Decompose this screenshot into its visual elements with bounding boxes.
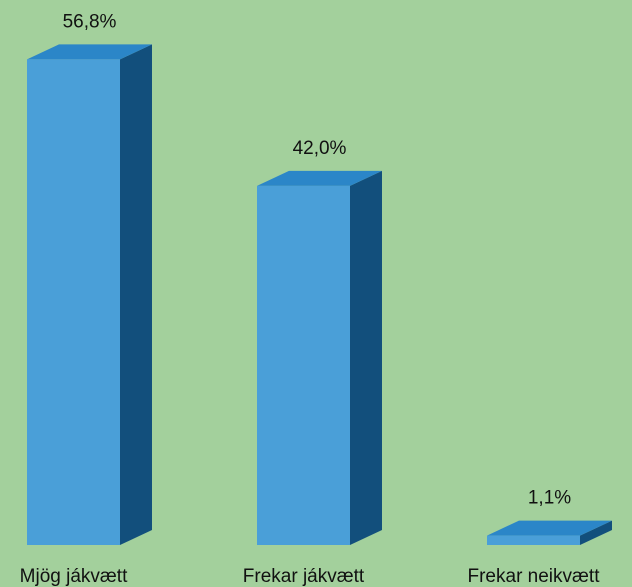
category-label: Mjög jákvætt	[20, 566, 128, 587]
value-labels-group: 56,8% 42,0% 1,1%	[63, 11, 572, 508]
bar-side-face	[350, 170, 382, 545]
bar-2	[257, 170, 382, 545]
category-label: Frekar neikvætt	[468, 566, 601, 587]
value-label: 1,1%	[528, 488, 571, 509]
bar-front-face	[27, 59, 120, 546]
category-labels-group: Mjög jákvætt Frekar jákvætt Frekar neikvæt…	[20, 566, 601, 587]
bar-front-face	[487, 535, 580, 545]
value-label: 42,0%	[293, 138, 347, 159]
bar-side-face	[580, 520, 612, 545]
bar-1	[27, 44, 152, 546]
bar-3	[487, 520, 612, 545]
category-label: Frekar jákvætt	[243, 566, 365, 587]
bar-top-face	[257, 170, 382, 186]
bar-side-face	[120, 44, 152, 546]
bar-front-face	[257, 185, 350, 545]
bar-top-face	[487, 520, 612, 536]
bar-top-face	[27, 44, 152, 60]
bars-group	[27, 44, 612, 546]
value-label: 56,8%	[63, 11, 117, 32]
